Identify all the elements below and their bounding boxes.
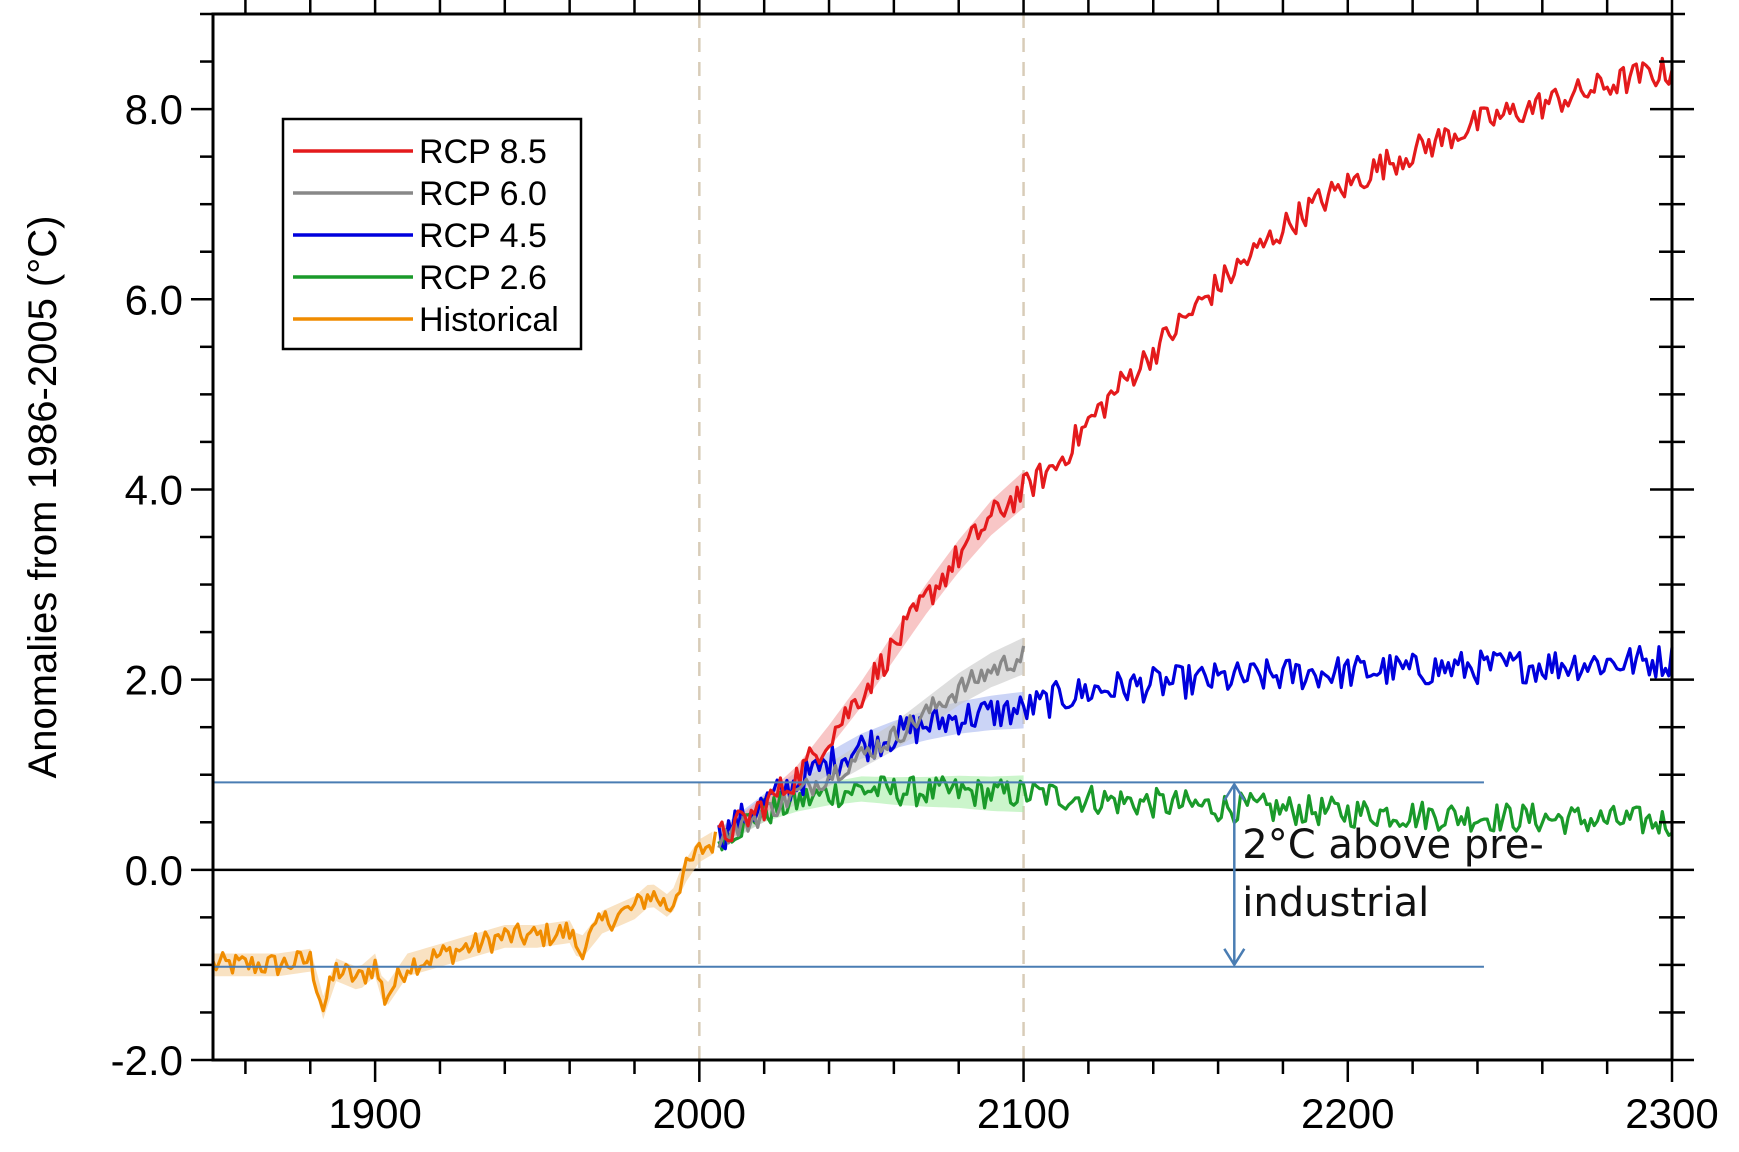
series-line-rcp-6-0 [717, 645, 1026, 849]
y-tick-label-0: 0.0 [125, 847, 183, 894]
x-tick-label-2200: 2200 [1301, 1090, 1394, 1137]
legend: RCP 8.5 RCP 6.0 RCP 4.5 RCP 2.6 Historical [281, 117, 583, 351]
y-axis-title: Anomalies from 1986-2005 (°C) [21, 216, 65, 779]
series-line-rcp-4-5 [717, 644, 1674, 851]
x-tick-label-2100: 2100 [977, 1090, 1070, 1137]
annotation-arrow-head-up [1223, 781, 1246, 801]
y-tick-label-m2: -2.0 [111, 1037, 183, 1084]
x-tick-label-2000: 2000 [653, 1090, 746, 1137]
x-tick-label-2300: 2300 [1625, 1090, 1718, 1137]
y-tick-label-4: 4.0 [125, 466, 183, 513]
legend-label-rcp-6-0: RCP 6.0 [419, 175, 547, 213]
annotation-text-line2: industrial [1242, 880, 1429, 926]
annotation-arrow-head-down [1223, 948, 1246, 968]
legend-label-historical: Historical [419, 301, 559, 339]
band-rcp-8-5 [718, 471, 1024, 845]
series-lines-layer [211, 56, 1674, 1013]
series-line-rcp-2-6 [717, 775, 1673, 852]
series-line-historical [211, 831, 718, 1013]
y-tick-label-2: 2.0 [125, 657, 183, 704]
legend-label-rcp-4-5: RCP 4.5 [419, 217, 547, 255]
uncertainty-bands-layer [213, 471, 1024, 1020]
legend-label-rcp-2-6: RCP 2.6 [419, 259, 547, 297]
y-tick-label-6: 6.0 [125, 276, 183, 323]
annotation-layer: 2°C above pre-industrial [213, 781, 1544, 968]
band-historical [213, 831, 713, 1020]
y-tick-label-8: 8.0 [125, 86, 183, 133]
axes-layer: 1900 2000 2100 2200 2300 -2.0 0.0 2.0 4.0 6.0 8.0 A… [21, 0, 1719, 1137]
annotation-text-line1: 2°C above pre- [1242, 822, 1543, 868]
series-line-rcp-8-5 [717, 56, 1674, 843]
legend-label-rcp-8-5: RCP 8.5 [419, 133, 547, 171]
reference-lines-layer [213, 14, 1672, 1060]
x-tick-label-1900: 1900 [328, 1090, 421, 1137]
